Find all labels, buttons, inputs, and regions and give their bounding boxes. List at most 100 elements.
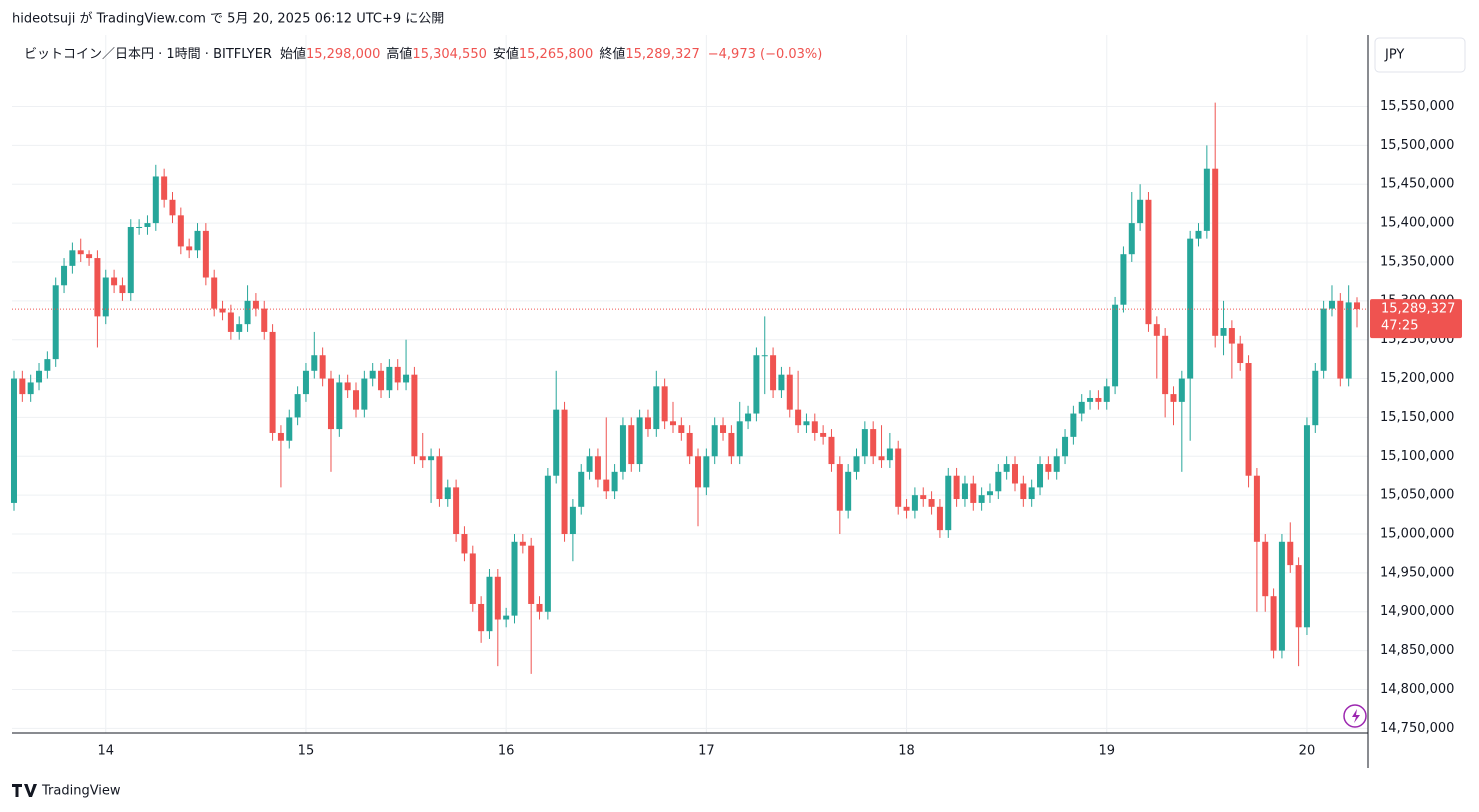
candle-body (936, 506, 943, 531)
candle-body (870, 429, 877, 457)
ohlc-legend: ビットコイン／日本円 · 1時間 · BITFLYER 始値15,298,000 高… (24, 46, 822, 62)
candle-body (669, 421, 676, 426)
candle-body (778, 374, 785, 391)
candle-body (36, 370, 43, 383)
y-tick-label: 15,050,000 (1380, 488, 1454, 503)
candle-body (953, 475, 960, 500)
candle-body (644, 417, 651, 430)
candle-body (928, 499, 935, 507)
x-tick-label: 17 (698, 744, 715, 759)
candle-body (1245, 363, 1252, 476)
candle-body (169, 199, 176, 216)
legend-value: 15,265,800 (519, 47, 593, 62)
candle-body (803, 421, 810, 426)
candle-body (544, 475, 551, 612)
candle-body (1070, 413, 1077, 437)
y-tick-label: 15,200,000 (1380, 371, 1454, 386)
candle-body (194, 230, 201, 251)
candle-body (336, 382, 343, 430)
candle-body (519, 541, 526, 546)
candle-body (528, 545, 535, 604)
x-tick-label: 19 (1098, 744, 1115, 759)
candle-body (119, 285, 126, 294)
legend-label: 安値 (493, 46, 519, 62)
candle-body (1220, 328, 1227, 336)
candle-body (244, 300, 251, 325)
y-tick-label: 14,950,000 (1380, 565, 1454, 580)
x-tick-label: 16 (498, 744, 515, 759)
legend-change: −4,973 (−0.03%) (708, 47, 823, 62)
y-tick-label: 15,000,000 (1380, 527, 1454, 542)
candle-body (1003, 464, 1010, 472)
candle-body (770, 355, 777, 391)
candle-body (403, 374, 410, 383)
candle-body (995, 471, 1002, 492)
candle-body (444, 487, 451, 500)
candle-body (695, 456, 702, 488)
candle-body (1195, 230, 1202, 239)
candle-body (1353, 302, 1361, 310)
candle-body (886, 448, 893, 461)
candle-body (1262, 541, 1269, 597)
candle-body (227, 312, 234, 332)
candle-body (1103, 386, 1110, 402)
candle-body (202, 230, 209, 278)
candle-body (353, 390, 360, 410)
candle-body (319, 355, 326, 379)
candle-body (327, 378, 334, 430)
candle-body (44, 359, 51, 371)
candle-body (920, 495, 927, 500)
candle-body (1178, 378, 1185, 402)
legend-value: 15,298,000 (306, 47, 380, 62)
candle-body (344, 382, 351, 391)
candle-body (361, 378, 368, 410)
candle-body (494, 576, 501, 620)
legend-label: 終値 (599, 46, 625, 62)
candle-body (127, 226, 134, 294)
candle-body (911, 495, 918, 511)
candle-body (10, 378, 18, 503)
candle-body (1062, 436, 1069, 457)
candle-body (1253, 475, 1260, 542)
candle-body (294, 394, 301, 418)
candle-body (386, 366, 393, 391)
candle-body (945, 475, 952, 531)
y-tick-label: 15,150,000 (1380, 410, 1454, 425)
candle-body (261, 308, 268, 332)
candle-body (895, 448, 902, 507)
candle-body (478, 603, 485, 632)
candle-body (503, 615, 510, 620)
y-tick-label: 15,350,000 (1380, 254, 1454, 269)
candle-body (1328, 300, 1335, 309)
candle-body (728, 432, 735, 457)
candle-body (1078, 401, 1085, 414)
last-price-box (1370, 299, 1462, 339)
candle-body (1037, 464, 1044, 488)
currency-box[interactable] (1374, 37, 1466, 73)
candle-body (1020, 483, 1027, 500)
candle-body (111, 277, 118, 286)
publisher: hideotsuji が TradingView.com で 5月 20, 20… (12, 12, 444, 27)
candle-body (553, 409, 560, 476)
candle-body (970, 483, 977, 503)
candle-body (1270, 596, 1277, 651)
candle-body (1011, 464, 1018, 484)
x-tick-label: 20 (1299, 744, 1316, 759)
candle-body (52, 285, 59, 360)
candle-body (795, 409, 802, 426)
candle-body (461, 534, 468, 554)
candle-body (378, 370, 385, 391)
candle-body (394, 366, 401, 383)
currency: JPY (1384, 48, 1404, 63)
plot (10, 35, 1368, 733)
legend-value: 15,289,327 (625, 47, 699, 62)
candle-body (1303, 425, 1310, 628)
candle-body (661, 386, 668, 422)
candle-body (1145, 199, 1152, 325)
countdown: 47:25 (1381, 319, 1418, 334)
candle-body (1287, 541, 1294, 566)
legend-label: 始値 (280, 46, 306, 62)
candle-body (578, 471, 585, 507)
footer-brand: TradingView (41, 784, 121, 799)
candle-body (486, 576, 493, 632)
